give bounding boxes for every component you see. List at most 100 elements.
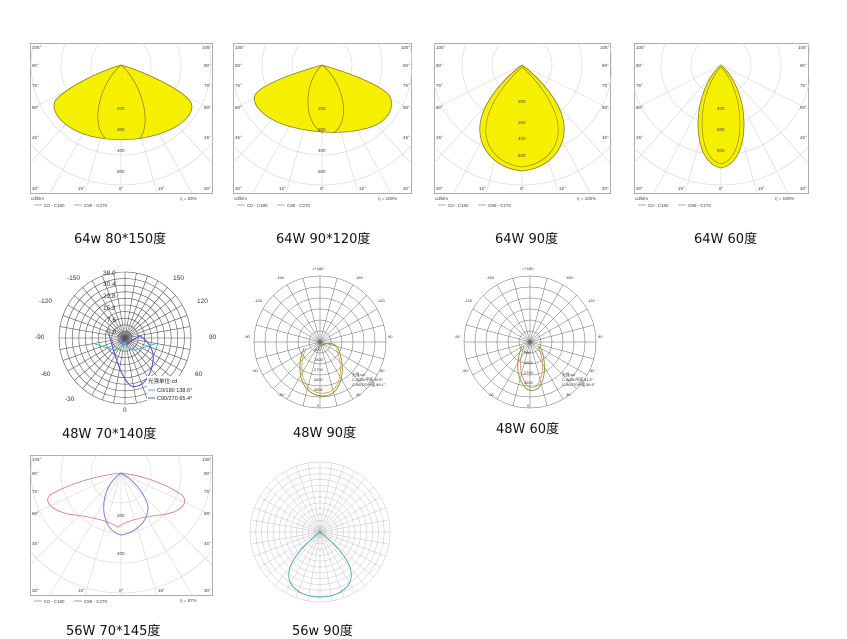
grid-spoke — [319, 466, 345, 533]
angle-label: 15° — [479, 186, 486, 191]
angle-label: 90° — [636, 63, 643, 68]
angle-label: 105° — [202, 457, 212, 462]
angle-label: 60° — [32, 105, 39, 110]
grid-spoke — [82, 287, 126, 339]
angle-label: 90° — [403, 63, 410, 68]
angle-label: 120 — [378, 298, 385, 303]
grid-spoke — [472, 308, 531, 343]
grid-spoke — [319, 295, 367, 343]
caption-8: 56W 70*145度 — [66, 624, 161, 639]
angle-label: 30° — [436, 186, 443, 191]
grid-spoke — [124, 337, 191, 350]
angle-label: 30° — [602, 186, 609, 191]
angle-label: 45° — [602, 135, 609, 140]
grid-spoke — [302, 278, 321, 343]
grid-spoke — [319, 531, 356, 593]
ring-label: 3600 — [314, 377, 324, 382]
grid-spoke — [259, 531, 321, 568]
grid-spoke — [319, 531, 345, 598]
polar-diagram-3: 105° 90° 75° 60° 45° 30° 105° 90° 75° 60… — [434, 43, 612, 208]
ring-label: 500 — [518, 153, 526, 158]
grid-spoke — [319, 496, 381, 533]
angle-label: 60 — [380, 368, 385, 373]
angle-label: 75° — [204, 83, 211, 88]
angle-label: 90° — [602, 63, 609, 68]
angle-label: 60° — [403, 105, 410, 110]
grid-spoke — [319, 341, 367, 389]
legend-c90: C-90/270平面,89.1° — [352, 382, 386, 387]
angle-label: 0° — [520, 186, 525, 191]
legend-title: 光强单位:cd — [148, 377, 177, 385]
legend-c0: C0 - C180 — [448, 203, 469, 208]
angle-label: 90° — [32, 63, 39, 68]
legend-c90: C-90/270平面,59.4° — [562, 382, 596, 387]
grid-spoke — [102, 275, 126, 339]
efficiency-label: η = 100% — [775, 196, 794, 201]
angle-label: 90° — [204, 63, 211, 68]
unit-label: cd/klm — [234, 196, 247, 201]
grid-spoke — [284, 531, 321, 593]
grid-spoke — [124, 295, 176, 339]
grid-spoke — [124, 315, 188, 339]
grid-spoke — [483, 341, 531, 389]
grid-spoke — [319, 531, 381, 568]
angle-label: 30° — [32, 588, 39, 593]
grid-spoke — [262, 308, 321, 343]
angle-label: 105° — [436, 45, 446, 50]
angle-label: 60 — [195, 371, 203, 378]
grid-spoke — [295, 466, 321, 533]
ring-label: 400 — [117, 551, 125, 556]
grid-spoke — [529, 308, 588, 343]
angle-label: 30° — [235, 186, 242, 191]
grid-spoke — [266, 486, 321, 533]
polar-grid — [58, 271, 192, 405]
grid-spoke — [319, 308, 378, 343]
polar-diagram-9 — [249, 461, 391, 603]
scale-label: 0.0 — [107, 329, 116, 336]
legend-c90: C90 - C270 — [84, 203, 108, 208]
scale-label: 15.2 — [103, 305, 116, 312]
unit-label: cd/klm — [635, 196, 648, 201]
curve-c0 — [299, 343, 343, 397]
grid-spoke — [62, 337, 126, 361]
ring-label: 4500 — [314, 387, 324, 392]
angle-label: 0° — [119, 186, 124, 191]
caption-6: 48W 90度 — [293, 426, 357, 441]
angle-label: -30 — [278, 392, 285, 397]
scale-label: 30.4 — [103, 281, 116, 288]
grid-spoke — [512, 278, 531, 343]
grid-spoke — [319, 471, 356, 533]
angle-label: 90 — [209, 334, 217, 341]
grid-spoke — [254, 531, 321, 557]
angle-label: 90° — [204, 471, 211, 476]
grid-spoke — [466, 341, 531, 360]
caption-9: 56w 90度 — [292, 624, 353, 639]
grid-spoke — [319, 341, 378, 376]
ring-label: 200 — [117, 513, 125, 518]
grid-spoke — [302, 341, 321, 406]
grid-spoke — [124, 275, 148, 339]
grid-spoke — [319, 284, 354, 343]
angle-label: -120 — [464, 298, 473, 303]
polar-diagram-8: 105° 90° 75° 60° 45° 30° 105° 90° 75° 60… — [30, 455, 213, 604]
angle-label: 75° — [403, 83, 410, 88]
curve-c90 — [103, 472, 149, 536]
grid-spoke — [529, 341, 588, 376]
caption-4: 64W 60度 — [694, 232, 758, 247]
legend-c90: C90 - C270 — [688, 203, 712, 208]
grid-spoke — [251, 519, 321, 533]
legend-c0: C-0/180平面,90.5° — [352, 377, 384, 382]
angle-label: 150 — [566, 275, 573, 280]
grid-spoke — [256, 324, 321, 343]
angle-label: 105° — [798, 45, 808, 50]
angle-label: 75° — [32, 489, 39, 494]
grid-spoke — [529, 341, 548, 406]
ring-label: 400 — [318, 148, 326, 153]
polar-diagram-1: 105° 90° 75° 60° 45° 30° 105° 90° 75° 60… — [30, 43, 213, 208]
angle-label: -/+180 — [522, 266, 534, 271]
angle-label: 45° — [235, 135, 242, 140]
grid-spoke — [113, 337, 126, 404]
legend-c90: C90 - C270 — [488, 203, 512, 208]
grid-spoke — [529, 341, 564, 400]
ring-label: 1800 — [524, 360, 534, 365]
